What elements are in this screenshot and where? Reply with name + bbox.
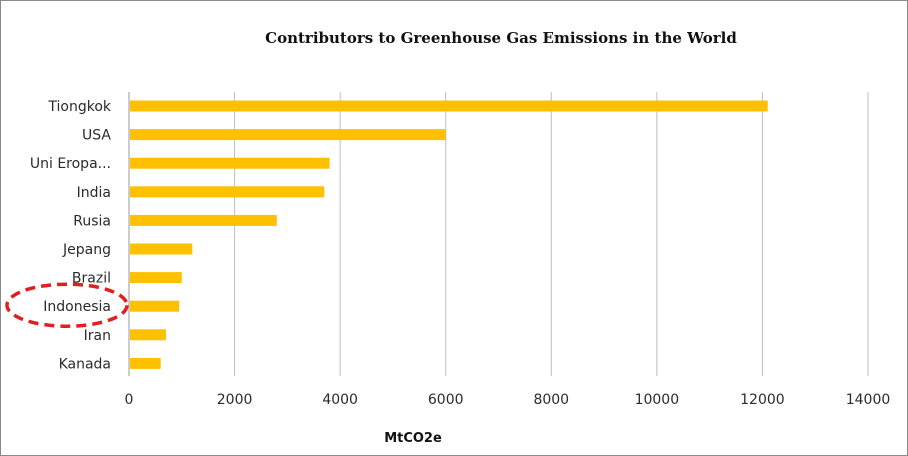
bar-usa: [130, 129, 446, 141]
highlight-ellipse: [5, 282, 129, 328]
x-tick-label: 12000: [740, 392, 785, 408]
bar-kanada: [130, 357, 161, 369]
x-tick-label: 0: [125, 392, 134, 408]
category-label: Tiongkok: [47, 99, 112, 115]
bars-group: [130, 100, 768, 369]
category-label: Brazil: [72, 271, 111, 287]
bar-indonesia: [130, 300, 180, 312]
category-label: Iran: [84, 328, 111, 344]
bar-jepang: [130, 243, 193, 255]
category-label: Rusia: [73, 213, 111, 229]
category-label: USA: [82, 128, 111, 144]
highlight-group: [5, 282, 129, 328]
grid-lines: [128, 92, 869, 376]
category-label: Jepang: [62, 242, 111, 258]
chart-title: Contributors to Greenhouse Gas Emissions…: [265, 29, 737, 47]
x-tick-label: 14000: [846, 392, 891, 408]
bar-brazil: [130, 272, 182, 284]
x-axis-title: MtCO2e: [384, 431, 442, 446]
x-tick-label: 4000: [322, 392, 358, 408]
x-tick-labels: 0 2000 4000 6000 8000 10000 12000 14000: [125, 392, 891, 408]
bar-uni-eropa: [130, 157, 330, 169]
category-label: Indonesia: [43, 299, 111, 315]
x-tick-label: 8000: [533, 392, 569, 408]
category-label: Uni Eropa...: [30, 156, 111, 172]
bar-tiongkok: [130, 100, 768, 112]
category-label: Kanada: [59, 356, 111, 372]
category-labels: Tiongkok USA Uni Eropa... India Rusia Jepang B…: [30, 99, 112, 372]
x-tick-label: 6000: [428, 392, 464, 408]
bar-rusia: [130, 214, 277, 226]
bar-iran: [130, 329, 166, 341]
x-tick-label: 2000: [217, 392, 253, 408]
x-tick-label: 10000: [635, 392, 680, 408]
bar-india: [130, 186, 325, 198]
category-label: India: [77, 185, 111, 201]
